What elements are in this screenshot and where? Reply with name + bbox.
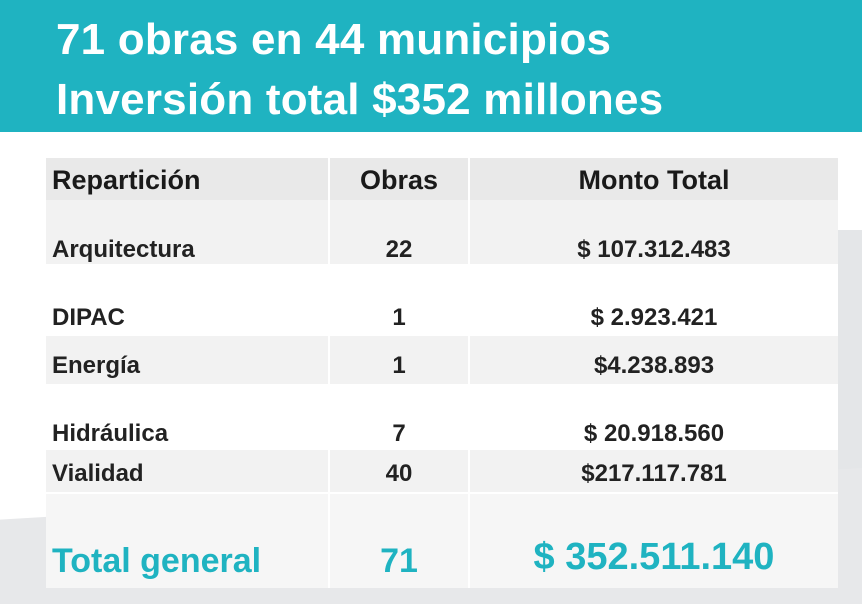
title-banner: 71 obras en 44 municipios Inversión tota…: [0, 0, 862, 132]
table-cell-obras: 22: [385, 236, 413, 263]
table-cell-reparticion: Vialidad: [52, 460, 144, 487]
table-cell-reparticion: Hidráulica: [52, 420, 169, 447]
table-cell-monto: $217.117.781: [581, 460, 727, 487]
table-cell-obras: 1: [392, 304, 406, 331]
title-line-1: 71 obras en 44 municipios: [56, 15, 612, 64]
header-obras: Obras: [359, 165, 439, 195]
total-label: Total general: [52, 542, 262, 580]
table-cell-obras: 40: [385, 460, 413, 487]
row-separator: [46, 264, 838, 266]
row-separator: [46, 448, 838, 450]
table-cell-obras: 7: [392, 420, 406, 447]
table-row-band: [46, 200, 838, 264]
table-cell-monto: $ 2.923.421: [590, 304, 718, 331]
table-cell-obras: 1: [392, 352, 406, 379]
table-row-band: [46, 448, 838, 492]
row-separator: [46, 334, 838, 336]
table-cell-reparticion: Arquitectura: [52, 236, 195, 263]
row-separator: [46, 384, 838, 386]
table-cell-reparticion: DIPAC: [52, 304, 125, 331]
table-row-band: [46, 334, 838, 384]
total-monto: $ 352.511.140: [533, 536, 775, 578]
header-reparticion: Repartición: [52, 165, 201, 195]
works-table: Repartición Obras Monto Total Arquitectu…: [46, 158, 838, 588]
table-cell-monto: $ 20.918.560: [583, 420, 725, 447]
column-divider: [468, 158, 470, 588]
total-obras: 71: [380, 542, 418, 580]
table-cell-monto: $4.238.893: [593, 352, 715, 379]
title-line-2: Inversión total $352 millones: [56, 75, 664, 124]
table-cell-reparticion: Energía: [52, 352, 141, 379]
column-divider: [328, 158, 330, 588]
table-cell-monto: $ 107.312.483: [577, 236, 731, 263]
table-row-band: [46, 492, 838, 588]
row-separator: [46, 492, 838, 494]
table-header-row: [46, 158, 838, 200]
header-monto-total: Monto Total: [578, 165, 730, 195]
